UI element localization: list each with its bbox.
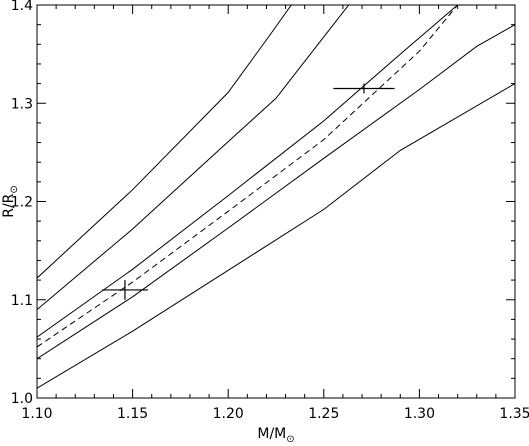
y-tick-label: 1.3 xyxy=(11,96,33,112)
y-axis-label-sub: ⊙ xyxy=(9,185,20,193)
x-axis-label-sub: ⊙ xyxy=(286,434,294,445)
x-tick-label: 1.10 xyxy=(21,406,52,422)
model-curves xyxy=(37,5,515,389)
model-curve-3 xyxy=(37,5,458,338)
x-tick-label: 1.30 xyxy=(404,406,435,422)
x-tick-label: 1.15 xyxy=(117,406,148,422)
y-axis-label: R/R⊙ xyxy=(1,185,20,218)
y-tick-label: 1.1 xyxy=(11,293,33,309)
model-curve-4 xyxy=(37,5,458,348)
x-axis-label-main: M/M xyxy=(257,426,286,442)
y-tick-label: 1.4 xyxy=(11,0,33,14)
x-tick-label: 1.35 xyxy=(499,406,529,422)
y-axis-label-main: R/R xyxy=(1,193,17,217)
x-axis-label: M/M⊙ xyxy=(257,426,294,445)
x-tick-label: 1.20 xyxy=(213,406,244,422)
measured-point-1 xyxy=(102,280,148,300)
model-curve-6 xyxy=(37,83,515,389)
model-curve-1 xyxy=(37,5,292,279)
y-tick-label: 1.0 xyxy=(11,391,33,407)
measured-points xyxy=(102,83,395,300)
model-curve-5 xyxy=(37,24,515,360)
model-curve-2 xyxy=(37,5,350,310)
x-tick-label: 1.25 xyxy=(308,406,339,422)
y-tick-label: 1.2 xyxy=(11,195,33,211)
measured-point-2 xyxy=(333,83,395,94)
axis-ticks: 1.10 1.15 1.20 1.25 1.30 1.35 1.0 1.1 1.2 1.3 1.4 xyxy=(11,0,529,422)
plot-frame xyxy=(36,4,516,399)
